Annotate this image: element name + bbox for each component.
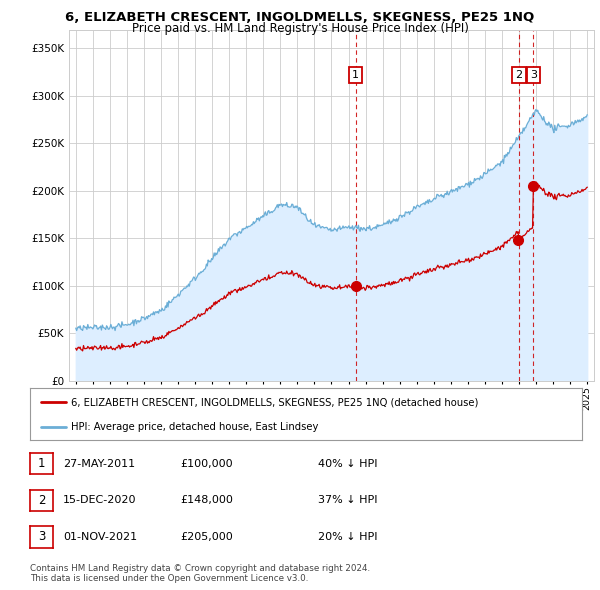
Text: 2: 2 bbox=[515, 70, 523, 80]
Text: 3: 3 bbox=[38, 530, 45, 543]
Text: £148,000: £148,000 bbox=[180, 496, 233, 505]
Text: 20% ↓ HPI: 20% ↓ HPI bbox=[318, 532, 377, 542]
Text: 3: 3 bbox=[530, 70, 537, 80]
Text: Contains HM Land Registry data © Crown copyright and database right 2024.
This d: Contains HM Land Registry data © Crown c… bbox=[30, 563, 370, 583]
Text: £100,000: £100,000 bbox=[180, 459, 233, 468]
Text: 6, ELIZABETH CRESCENT, INGOLDMELLS, SKEGNESS, PE25 1NQ: 6, ELIZABETH CRESCENT, INGOLDMELLS, SKEG… bbox=[65, 11, 535, 24]
Text: 6, ELIZABETH CRESCENT, INGOLDMELLS, SKEGNESS, PE25 1NQ (detached house): 6, ELIZABETH CRESCENT, INGOLDMELLS, SKEG… bbox=[71, 397, 479, 407]
Text: 37% ↓ HPI: 37% ↓ HPI bbox=[318, 496, 377, 505]
Text: 1: 1 bbox=[352, 70, 359, 80]
Text: £205,000: £205,000 bbox=[180, 532, 233, 542]
Text: 01-NOV-2021: 01-NOV-2021 bbox=[63, 532, 137, 542]
Text: 2: 2 bbox=[38, 494, 45, 507]
Text: 1: 1 bbox=[38, 457, 45, 470]
Text: HPI: Average price, detached house, East Lindsey: HPI: Average price, detached house, East… bbox=[71, 422, 319, 431]
Text: 40% ↓ HPI: 40% ↓ HPI bbox=[318, 459, 377, 468]
Text: Price paid vs. HM Land Registry's House Price Index (HPI): Price paid vs. HM Land Registry's House … bbox=[131, 22, 469, 35]
Text: 27-MAY-2011: 27-MAY-2011 bbox=[63, 459, 135, 468]
Text: 15-DEC-2020: 15-DEC-2020 bbox=[63, 496, 137, 505]
